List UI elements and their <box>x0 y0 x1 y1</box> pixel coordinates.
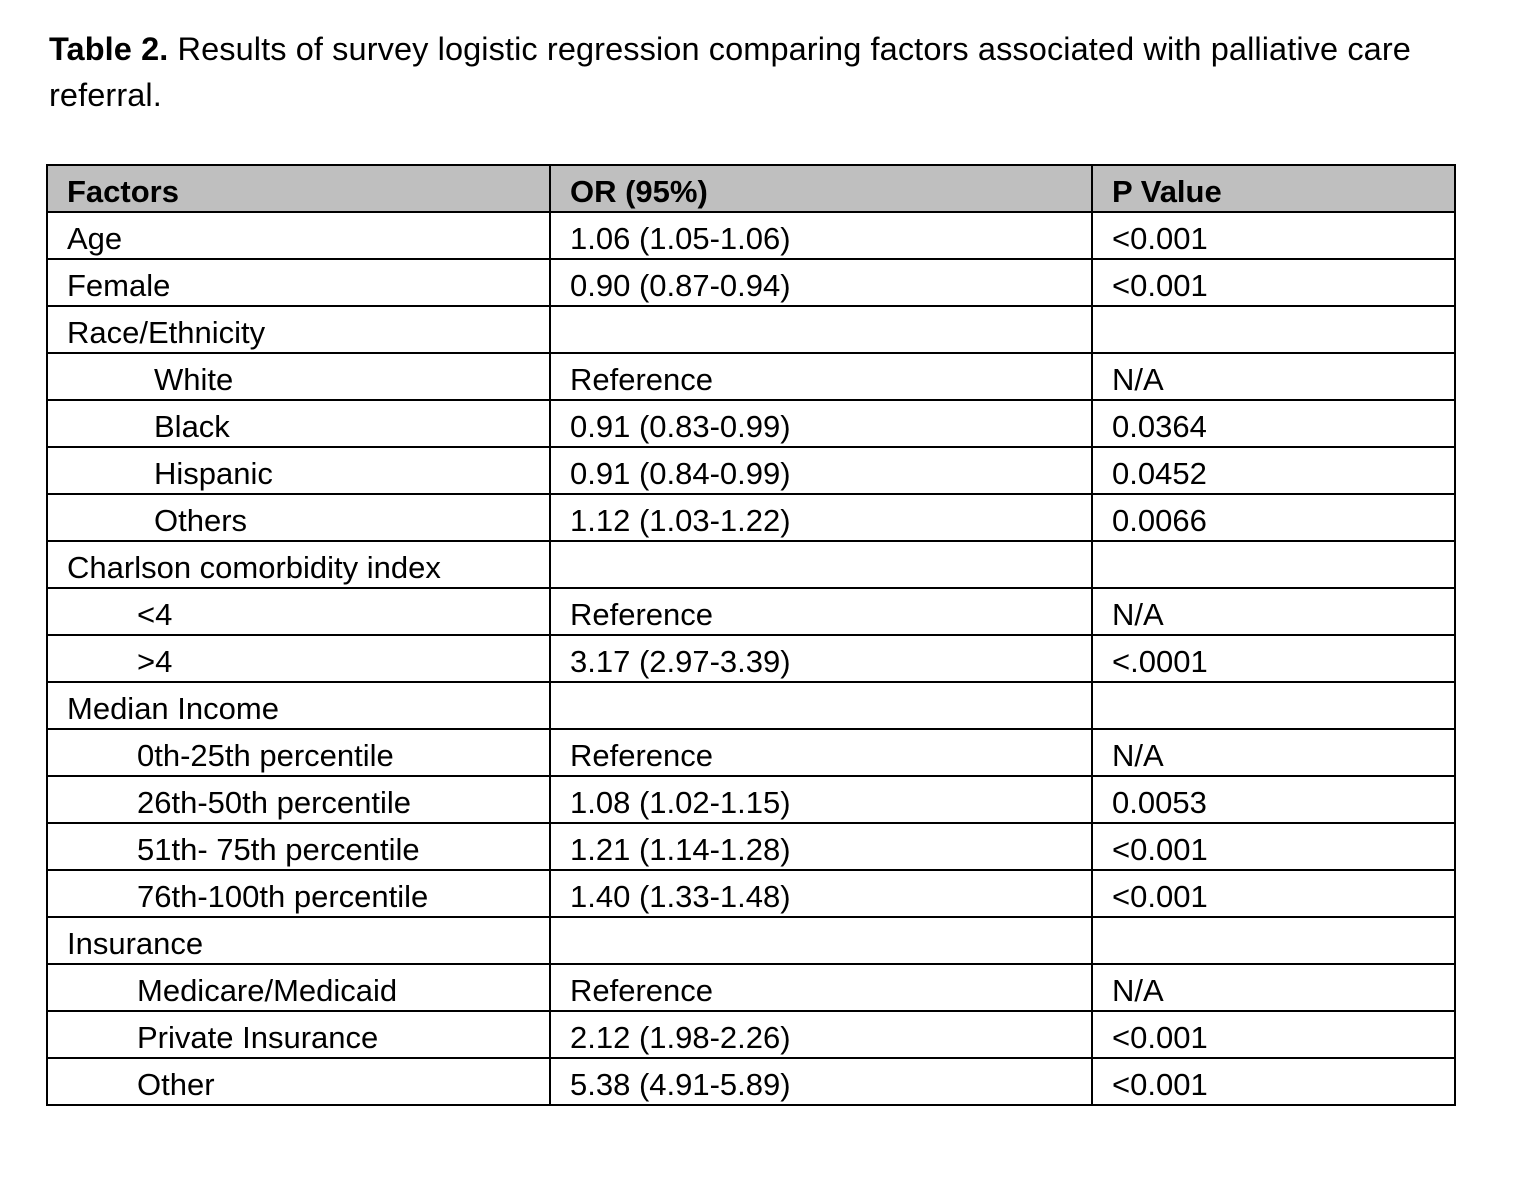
factor-cell: White <box>46 352 551 401</box>
table-row: Age 1.06 (1.05-1.06) <0.001 <box>46 211 1456 260</box>
table-row: Others 1.12 (1.03-1.22) 0.0066 <box>46 493 1456 542</box>
factor-cell: >4 <box>46 634 551 683</box>
table-row-group-header: Insurance <box>46 916 1456 965</box>
or-cell: Reference <box>549 728 1093 777</box>
factor-cell: Other <box>46 1057 551 1106</box>
table-row: Black 0.91 (0.83-0.99) 0.0364 <box>46 399 1456 448</box>
or-cell: Reference <box>549 587 1093 636</box>
factor-cell: Private Insurance <box>46 1010 551 1059</box>
or-cell: 0.91 (0.83-0.99) <box>549 399 1093 448</box>
or-cell: 1.08 (1.02-1.15) <box>549 775 1093 824</box>
p-value-cell: 0.0053 <box>1091 775 1456 824</box>
p-value-cell: N/A <box>1091 963 1456 1012</box>
table-row: Private Insurance 2.12 (1.98-2.26) <0.00… <box>46 1010 1456 1059</box>
p-value-cell: 0.0452 <box>1091 446 1456 495</box>
table-header-row: Factors OR (95%) P Value <box>46 164 1456 213</box>
table-caption: Table 2. Results of survey logistic regr… <box>49 26 1529 118</box>
or-cell: Reference <box>549 963 1093 1012</box>
p-value-cell: <0.001 <box>1091 258 1456 307</box>
or-cell: 1.12 (1.03-1.22) <box>549 493 1093 542</box>
table-row: 0th-25th percentile Reference N/A <box>46 728 1456 777</box>
or-cell: 1.21 (1.14-1.28) <box>549 822 1093 871</box>
factor-cell: 26th-50th percentile <box>46 775 551 824</box>
p-value-cell <box>1091 681 1456 730</box>
or-cell <box>549 540 1093 589</box>
p-value-cell: 0.0364 <box>1091 399 1456 448</box>
or-cell: 1.06 (1.05-1.06) <box>549 211 1093 260</box>
table-row-group-header: Median Income <box>46 681 1456 730</box>
table-row: Female 0.90 (0.87-0.94) <0.001 <box>46 258 1456 307</box>
factor-cell: 0th-25th percentile <box>46 728 551 777</box>
table-row: Medicare/Medicaid Reference N/A <box>46 963 1456 1012</box>
p-value-cell <box>1091 305 1456 354</box>
p-value-cell: <0.001 <box>1091 1010 1456 1059</box>
p-value-cell: <0.001 <box>1091 869 1456 918</box>
p-value-cell: N/A <box>1091 587 1456 636</box>
caption-text: Results of survey logistic regression co… <box>49 31 1411 113</box>
caption-label: Table 2. <box>49 31 169 67</box>
p-value-cell: N/A <box>1091 352 1456 401</box>
regression-table: Factors OR (95%) P Value Age 1.06 (1.05-… <box>46 164 1456 1106</box>
factor-cell: Black <box>46 399 551 448</box>
p-value-cell <box>1091 916 1456 965</box>
table-row: 26th-50th percentile 1.08 (1.02-1.15) 0.… <box>46 775 1456 824</box>
factor-cell: Hispanic <box>46 446 551 495</box>
table-row: <4 Reference N/A <box>46 587 1456 636</box>
or-cell: 0.91 (0.84-0.99) <box>549 446 1093 495</box>
or-cell: 1.40 (1.33-1.48) <box>549 869 1093 918</box>
table-row-group-header: Charlson comorbidity index <box>46 540 1456 589</box>
table-row: Other 5.38 (4.91-5.89) <0.001 <box>46 1057 1456 1106</box>
or-cell <box>549 916 1093 965</box>
or-cell: 0.90 (0.87-0.94) <box>549 258 1093 307</box>
or-cell <box>549 681 1093 730</box>
p-value-cell: <0.001 <box>1091 822 1456 871</box>
p-value-cell: 0.0066 <box>1091 493 1456 542</box>
p-value-cell: <.0001 <box>1091 634 1456 683</box>
factor-group-cell: Median Income <box>46 681 551 730</box>
or-cell: 2.12 (1.98-2.26) <box>549 1010 1093 1059</box>
factor-group-cell: Insurance <box>46 916 551 965</box>
header-factors: Factors <box>46 164 551 213</box>
p-value-cell: <0.001 <box>1091 211 1456 260</box>
table-row: 76th-100th percentile 1.40 (1.33-1.48) <… <box>46 869 1456 918</box>
factor-cell: <4 <box>46 587 551 636</box>
table-row: 51th- 75th percentile 1.21 (1.14-1.28) <… <box>46 822 1456 871</box>
factor-cell: 51th- 75th percentile <box>46 822 551 871</box>
factor-cell: Others <box>46 493 551 542</box>
header-p-value: P Value <box>1091 164 1456 213</box>
table-row: White Reference N/A <box>46 352 1456 401</box>
or-cell: 5.38 (4.91-5.89) <box>549 1057 1093 1106</box>
or-cell: 3.17 (2.97-3.39) <box>549 634 1093 683</box>
table-row: Hispanic 0.91 (0.84-0.99) 0.0452 <box>46 446 1456 495</box>
table-row: >4 3.17 (2.97-3.39) <.0001 <box>46 634 1456 683</box>
header-or: OR (95%) <box>549 164 1093 213</box>
factor-cell: 76th-100th percentile <box>46 869 551 918</box>
p-value-cell: <0.001 <box>1091 1057 1456 1106</box>
p-value-cell: N/A <box>1091 728 1456 777</box>
factor-cell: Medicare/Medicaid <box>46 963 551 1012</box>
factor-cell: Female <box>46 258 551 307</box>
table-row-group-header: Race/Ethnicity <box>46 305 1456 354</box>
factor-cell: Age <box>46 211 551 260</box>
factor-group-cell: Charlson comorbidity index <box>46 540 551 589</box>
factor-group-cell: Race/Ethnicity <box>46 305 551 354</box>
or-cell: Reference <box>549 352 1093 401</box>
or-cell <box>549 305 1093 354</box>
p-value-cell <box>1091 540 1456 589</box>
